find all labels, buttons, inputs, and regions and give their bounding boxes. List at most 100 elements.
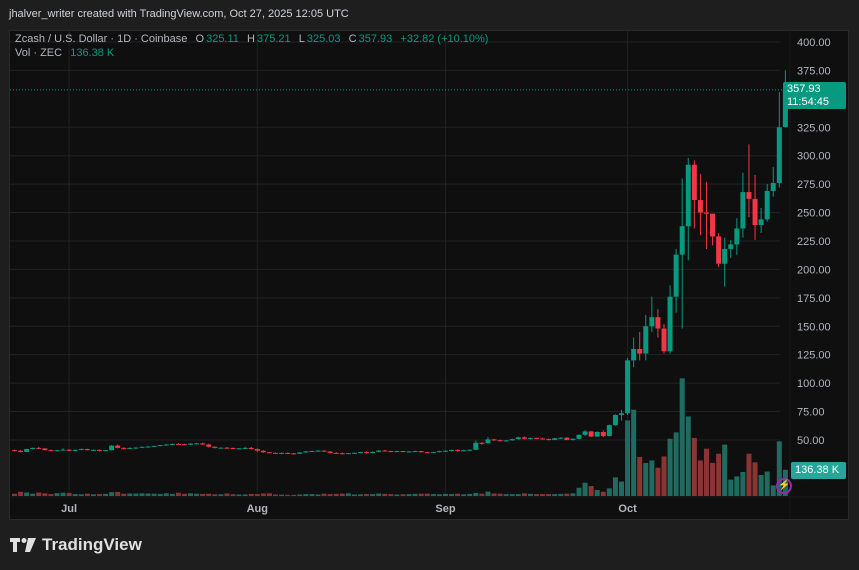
- volume-bar: [552, 494, 558, 496]
- volume-bar: [606, 488, 612, 496]
- volume-bar: [412, 493, 418, 496]
- volume-bar: [418, 493, 424, 496]
- y-tick-label: 100.00: [797, 378, 831, 390]
- volume-bar: [734, 476, 740, 496]
- volume-bar: [673, 432, 679, 496]
- chart-panel[interactable]: [9, 30, 849, 520]
- candle-body: [151, 445, 157, 447]
- chart-legend: Zcash / U.S. Dollar · 1D · Coinbase O 325…: [15, 32, 490, 60]
- brand-name: TradingView: [42, 535, 142, 554]
- volume-bar: [479, 493, 485, 496]
- candle-body: [728, 244, 734, 249]
- candle-body: [491, 439, 497, 441]
- candle-body: [619, 413, 624, 415]
- candle-body: [394, 451, 400, 453]
- volume-bar: [619, 481, 624, 496]
- candle-body: [254, 449, 260, 451]
- volume-bar: [200, 493, 206, 496]
- candle-body: [673, 254, 679, 297]
- volume-bar: [169, 493, 175, 496]
- volume-bar: [206, 493, 212, 496]
- legend-ohlc-row: Zcash / U.S. Dollar · 1D · Coinbase O 325…: [15, 32, 490, 46]
- candle-body: [442, 450, 448, 452]
- volume-bar: [776, 441, 782, 496]
- candle-body: [764, 190, 770, 220]
- candle-body: [66, 449, 72, 451]
- y-tick-label: 300.00: [797, 151, 831, 163]
- candle-body: [72, 449, 78, 451]
- volume-bar: [54, 493, 60, 496]
- volume-bar: [461, 494, 467, 496]
- candle-body: [612, 414, 618, 426]
- volume-bar: [157, 493, 163, 496]
- candle-body: [145, 446, 151, 448]
- volume-bar: [691, 437, 697, 496]
- volume-bar: [442, 493, 448, 496]
- volume-bar: [394, 494, 400, 496]
- candle-body: [600, 431, 606, 436]
- candle-body: [115, 445, 121, 448]
- volume-bar: [637, 456, 643, 496]
- candle-body: [552, 438, 558, 440]
- candle-body: [722, 248, 728, 264]
- volume-label[interactable]: Vol · ZEC: [15, 47, 63, 59]
- bolt-indicator-icon[interactable]: ⚡: [776, 478, 792, 494]
- volume-bar: [303, 494, 309, 496]
- candle-body: [424, 452, 430, 454]
- candle-body: [157, 445, 163, 447]
- volume-bar: [752, 462, 758, 496]
- tradingview-logo-icon: [10, 538, 36, 552]
- candle-body: [685, 164, 691, 227]
- candle-body: [345, 453, 351, 455]
- y-tick-label: 50.00: [797, 435, 825, 447]
- candle-body: [212, 446, 218, 448]
- volume-bar: [564, 493, 570, 496]
- candle-body: [467, 449, 473, 451]
- candle-body: [188, 443, 194, 445]
- candle-body: [679, 226, 685, 255]
- volume-bar: [18, 491, 24, 496]
- change-value: +32.82 (+10.10%): [400, 33, 489, 45]
- candle-body: [36, 447, 42, 449]
- volume-bar: [746, 453, 752, 496]
- candle-body: [370, 451, 376, 454]
- volume-bar: [631, 409, 637, 496]
- volume-bar: [60, 492, 66, 496]
- candle-body: [78, 449, 84, 451]
- volume-bar: [194, 493, 200, 496]
- symbol-title[interactable]: Zcash / U.S. Dollar · 1D · Coinbase: [15, 33, 188, 45]
- volume-bar: [84, 493, 90, 496]
- candle-body: [169, 443, 175, 445]
- volume-bar: [236, 494, 242, 496]
- candle-body: [515, 437, 521, 440]
- candle-body: [400, 451, 406, 453]
- volume-bar: [594, 490, 600, 496]
- candle-body: [84, 449, 90, 451]
- y-tick-label: 250.00: [797, 208, 831, 220]
- candle-body: [18, 450, 24, 452]
- y-tick-label: 150.00: [797, 321, 831, 333]
- y-tick-label: 375.00: [797, 65, 831, 77]
- volume-bar: [181, 493, 187, 496]
- candle-body: [60, 449, 66, 451]
- volume-bar: [321, 493, 327, 496]
- volume-bar: [115, 491, 121, 496]
- volume-bar: [558, 493, 564, 496]
- volume-bar: [78, 494, 84, 496]
- volume-bar: [127, 493, 133, 496]
- candle-body: [740, 192, 746, 229]
- tradingview-logo[interactable]: TradingView: [10, 535, 142, 555]
- candle-body: [127, 447, 133, 449]
- candle-body: [479, 442, 485, 444]
- candle-body: [503, 440, 509, 442]
- candle-body: [521, 437, 527, 439]
- volume-bar: [406, 494, 412, 496]
- volume-bar: [266, 493, 272, 496]
- candle-body: [418, 451, 424, 453]
- volume-bar: [497, 493, 503, 496]
- candle-body: [473, 442, 479, 450]
- volume-bar: [649, 460, 655, 496]
- volume-bar: [345, 493, 351, 496]
- candle-body: [594, 431, 600, 437]
